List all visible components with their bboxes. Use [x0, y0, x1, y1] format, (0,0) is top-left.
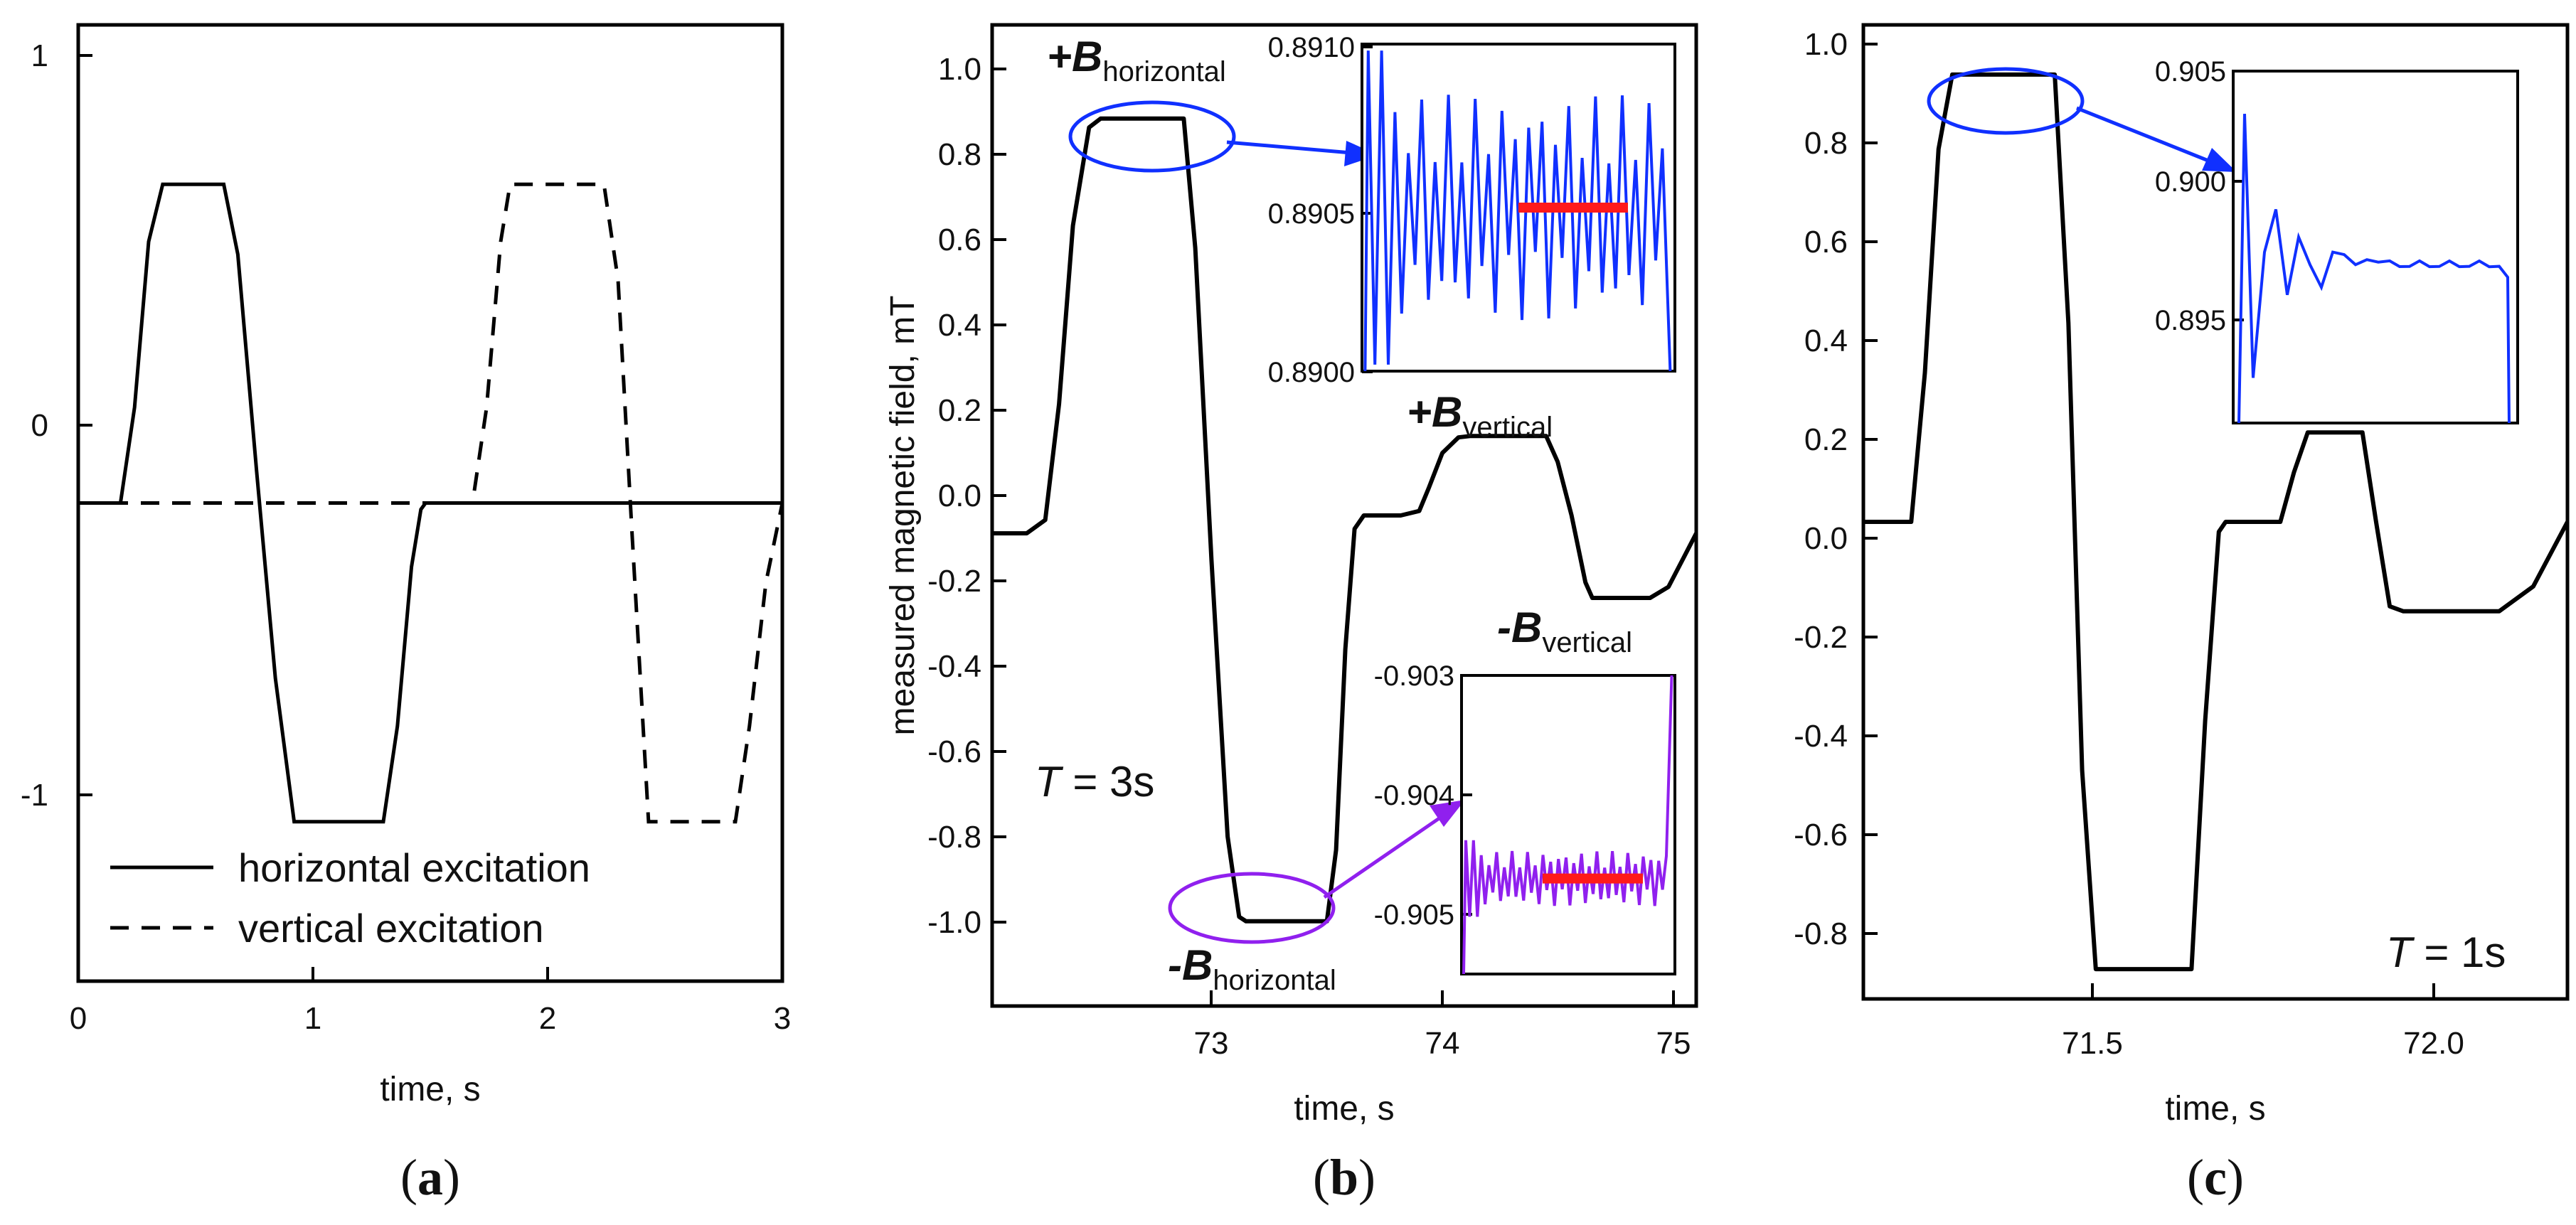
x-tick-label-c-1: 72.0 [2403, 1026, 2464, 1061]
plot-frame-c [1861, 23, 2570, 1001]
highlight-ellipse-top-c [1927, 67, 2085, 135]
panel-a: 0 1 2 3 -1 0 1 time, s horizontal excita… [21, 23, 791, 1206]
inset-frame-b-bottom [1460, 674, 1676, 975]
period-label-c: T = 1s [2386, 929, 2506, 976]
measured-field-line-b [992, 116, 1698, 924]
y-tick-label-c-3: -0.2 [1794, 620, 1848, 655]
inset-trace-b-bottom [1462, 675, 1673, 975]
y-tick-label-c-5: 0.2 [1804, 422, 1848, 457]
inset-b-top: 0.8900 0.8905 0.8910 [1268, 32, 1676, 388]
y-tick-label-c-1: -0.6 [1794, 818, 1848, 852]
annotation-plus-b-horizontal: +Bhorizontal [1047, 33, 1226, 87]
y-tick-label-b-7: 0.4 [938, 308, 981, 343]
y-tick-label-c-2: -0.4 [1794, 719, 1848, 754]
inset-c-top: 0.895 0.900 0.905 [2155, 56, 2519, 424]
y-tick-label-b-10: 1.0 [938, 52, 981, 87]
series-b-measured [992, 116, 1698, 924]
highlight-ellipse-top-b [1068, 100, 1236, 173]
panel-label-c: (c) [2187, 1149, 2244, 1206]
y-tick-label-b-5: 0.0 [938, 478, 981, 513]
arrow-line-bottom-b [1323, 815, 1442, 899]
y-tick-label-c-9: 1.0 [1804, 27, 1848, 62]
x-tick-label-a-2: 2 [539, 1001, 556, 1036]
x-tick-label-c-0: 71.5 [2062, 1026, 2123, 1061]
plot-frame-b [990, 23, 1698, 1008]
y-tick-label-c-8: 0.8 [1804, 126, 1848, 161]
arrow-head-top-c [2202, 148, 2237, 172]
period-label-b: T = 3s [1035, 758, 1154, 806]
arrow-line-top-c [2076, 106, 2213, 164]
inset-y-tick-label-b-top-2: 0.8910 [1268, 32, 1355, 63]
legend-label-horizontal: horizontal excitation [238, 845, 590, 890]
y-tick-label-b-3: -0.4 [927, 649, 981, 684]
inset-y-tick-label-b-bottom-2: -0.905 [1374, 899, 1454, 931]
y-tick-label-b-6: 0.2 [938, 393, 981, 428]
y-tick-label-a-1: 0 [31, 408, 48, 443]
y-tick-label-b-9: 0.8 [938, 137, 981, 172]
x-axis-title-b: time, s [1294, 1090, 1394, 1128]
annotation-minus-b-vertical: -Bvertical [1497, 604, 1632, 658]
inset-b-bottom: -0.903 -0.904 -0.905 [1374, 660, 1676, 975]
legend-a: horizontal excitation vertical excitatio… [110, 845, 590, 951]
y-axis-title-b: measured magnetic field, mT [884, 296, 922, 736]
ticks-c [1863, 43, 2435, 999]
x-tick-label-a-0: 0 [70, 1001, 87, 1036]
legend-label-vertical: vertical excitation [238, 906, 544, 951]
arrow-head-bottom-b [1430, 800, 1465, 827]
inset-y-tick-label-b-top-1: 0.8905 [1268, 198, 1355, 230]
series-a-horizontal [78, 182, 782, 824]
ticks-a [77, 54, 784, 981]
x-tick-label-a-3: 3 [774, 1001, 791, 1036]
measured-field-line-c [1863, 72, 2570, 972]
y-tick-label-c-7: 0.6 [1804, 225, 1848, 260]
annotation-plus-b-vertical: +Bvertical [1407, 388, 1553, 443]
arrow-line-top-b [1226, 140, 1352, 155]
x-tick-label-b-0: 73 [1194, 1026, 1229, 1061]
annotation-minus-b-horizontal: -Bhorizontal [1168, 941, 1336, 996]
x-axis-title-a: time, s [380, 1071, 480, 1108]
y-tick-label-b-0: -1.0 [927, 905, 981, 940]
y-tick-label-b-1: -0.8 [927, 820, 981, 855]
panel-label-a: (a) [400, 1149, 460, 1206]
x-axis-title-c: time, s [2165, 1090, 2265, 1128]
panel-b: 73 74 75 -1.0 -0.8 -0.6 -0.4 -0.2 0.0 0.… [884, 23, 1698, 1206]
y-tick-label-a-2: 1 [31, 38, 48, 73]
series-c-measured [1863, 72, 2570, 972]
x-tick-label-a-1: 1 [304, 1001, 321, 1036]
vertical-excitation-line [78, 182, 784, 824]
panel-c: 71.5 72.0 -0.8 -0.6 -0.4 -0.2 0.0 0.2 0.… [1794, 23, 2570, 1206]
inset-trace-b-top [1363, 50, 1672, 372]
highlight-ellipse-bottom-b [1168, 872, 1336, 944]
inset-y-tick-label-b-bottom-1: -0.904 [1374, 780, 1454, 811]
horizontal-excitation-line [78, 182, 782, 824]
inset-trace-c-top [2237, 114, 2511, 424]
y-tick-label-b-8: 0.6 [938, 223, 981, 257]
inset-y-tick-label-c-top-1: 0.900 [2155, 166, 2226, 198]
series-a-vertical [78, 182, 784, 824]
y-tick-label-c-0: -0.8 [1794, 916, 1848, 951]
panel-label-b: (b) [1313, 1149, 1375, 1206]
ticks-b [992, 68, 1675, 1006]
y-tick-label-c-4: 0.0 [1804, 521, 1848, 556]
inset-y-tick-label-b-bottom-0: -0.903 [1374, 660, 1454, 692]
x-tick-label-b-1: 74 [1425, 1026, 1460, 1061]
x-tick-label-b-2: 75 [1656, 1026, 1691, 1061]
y-tick-label-b-2: -0.6 [927, 734, 981, 769]
y-tick-label-a-0: -1 [21, 778, 48, 813]
inset-frame-c-top [2232, 70, 2519, 424]
y-tick-label-b-4: -0.2 [927, 564, 981, 599]
inset-y-tick-label-c-top-0: 0.895 [2155, 305, 2226, 336]
inset-y-tick-label-c-top-2: 0.905 [2155, 56, 2226, 87]
inset-y-tick-label-b-top-0: 0.8900 [1268, 357, 1355, 388]
y-tick-label-c-6: 0.4 [1804, 323, 1848, 358]
